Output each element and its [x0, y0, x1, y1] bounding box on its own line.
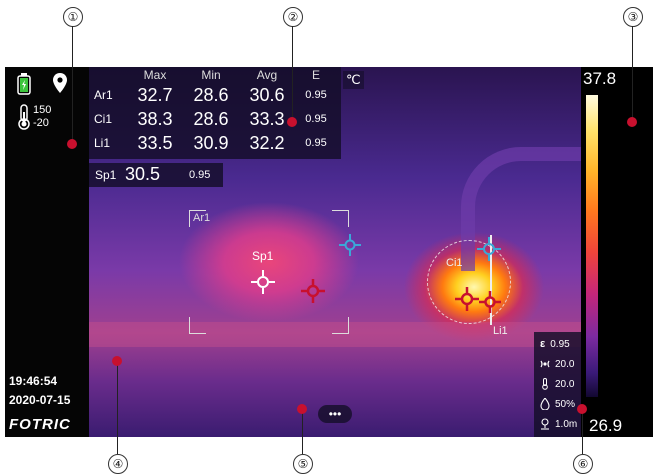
callout-5: ⑤ [293, 454, 313, 474]
table-row[interactable]: Li1 33.5 30.9 32.2 0.95 [93, 131, 337, 155]
spot-e: 0.95 [189, 169, 211, 181]
table-surface [89, 322, 581, 347]
area-box-ar1[interactable]: Ar1 [189, 210, 349, 334]
ambient-temp-value: 20.0 [555, 378, 575, 390]
brand-logo: FOTRIC [9, 416, 71, 433]
callout-5-dot [297, 404, 307, 414]
callout-2-leader [292, 26, 293, 120]
row-avg: 30.6 [249, 84, 285, 105]
more-button[interactable]: ••• [318, 405, 352, 423]
palette-max-label: 37.8 [583, 69, 617, 88]
callout-2: ② [283, 7, 303, 27]
line-region-li1[interactable] [490, 235, 492, 325]
reflected-temp-row: 20.0 [540, 354, 581, 374]
ambient-thermometer-icon [542, 378, 548, 390]
callout-1-leader [72, 26, 73, 144]
callout-1: ① [63, 7, 83, 27]
line-max-marker-icon [479, 291, 501, 313]
emissivity-value: 0.95 [550, 338, 570, 350]
color-palette-bar[interactable] [586, 95, 598, 397]
battery-icon [17, 73, 31, 95]
callout-3-dot [627, 117, 637, 127]
humidity-value: 50% [555, 398, 576, 410]
row-e: 0.95 [305, 89, 327, 101]
row-avg: 32.2 [249, 132, 285, 153]
row-max: 33.5 [137, 132, 173, 153]
temp-range-low: -20 [33, 117, 49, 129]
thermal-image[interactable]: Max Min Avg E Ar1 32.7 28.6 30.6 0.95 Ci… [89, 67, 581, 437]
circle-max-marker-icon [455, 287, 479, 311]
row-label: Ci1 [94, 112, 113, 126]
row-max: 38.3 [137, 108, 173, 129]
table-row[interactable]: Ar1 32.7 28.6 30.6 0.95 [93, 83, 337, 107]
emissivity-icon: ε [540, 338, 546, 350]
callout-4: ④ [108, 454, 128, 474]
reflected-temp-value: 20.0 [555, 358, 575, 370]
min-temp-marker-icon [339, 234, 361, 256]
row-avg: 33.3 [249, 108, 285, 129]
row-e: 0.95 [305, 113, 327, 125]
row-min: 28.6 [193, 108, 229, 129]
time-display: 19:46:54 [9, 374, 58, 388]
spot-value: 30.5 [125, 164, 161, 184]
col-avg: Avg [256, 68, 278, 82]
color-palette-panel[interactable]: 37.8 26.9 [581, 67, 653, 437]
row-label: Ar1 [94, 88, 113, 102]
spot-marker-icon[interactable] [251, 270, 275, 294]
callout-6-leader [582, 410, 583, 454]
area-label: Ar1 [193, 212, 211, 224]
callout-3: ③ [623, 7, 643, 27]
humidity-icon [540, 398, 550, 410]
spot-label: Sp1 [95, 168, 117, 182]
ambient-temp-row: 20.0 [540, 374, 581, 394]
distance-row: 1.0m [540, 414, 581, 434]
col-min: Min [201, 68, 221, 82]
row-min: 28.6 [193, 84, 229, 105]
location-icon [53, 73, 67, 93]
callout-5-leader [302, 410, 303, 454]
col-max: Max [143, 68, 167, 82]
callout-6-dot [577, 404, 587, 414]
callout-4-leader [117, 362, 118, 454]
callout-1-dot [67, 139, 77, 149]
callout-4-dot [112, 356, 122, 366]
circle-label: Ci1 [446, 257, 463, 269]
temp-range-high: 150 [33, 104, 52, 116]
palette-min-label: 26.9 [589, 416, 623, 435]
measurement-table: Max Min Avg E Ar1 32.7 28.6 30.6 0.95 Ci… [89, 67, 341, 159]
thermal-camera-screen: 150 -20 19:46:54 2020-07-15 FOTRIC Max M… [5, 67, 653, 437]
distance-pin-icon [541, 418, 549, 430]
max-temp-marker-icon [301, 279, 325, 303]
unit-label[interactable]: ℃ [343, 71, 364, 89]
date-display: 2020-07-15 [9, 393, 71, 407]
row-label: Li1 [94, 136, 111, 150]
distance-value: 1.0m [555, 418, 578, 430]
reflected-temp-icon [540, 360, 550, 368]
row-min: 30.9 [193, 132, 229, 153]
spot-marker-label: Sp1 [252, 249, 274, 263]
callout-2-dot [287, 117, 297, 127]
parameters-panel[interactable]: ε 0.95 20.0 20.0 [534, 332, 581, 437]
line-label: Li1 [493, 325, 508, 337]
spot-panel[interactable]: Sp1 30.5 0.95 [89, 163, 223, 187]
emissivity-row: ε 0.95 [540, 334, 581, 354]
thermometer-range-icon [18, 104, 30, 130]
row-max: 32.7 [137, 84, 173, 105]
status-sidebar: 150 -20 19:46:54 2020-07-15 FOTRIC [5, 67, 89, 437]
circle-region-ci1[interactable] [427, 240, 511, 324]
row-e: 0.95 [305, 137, 327, 149]
table-row[interactable]: Ci1 38.3 28.6 33.3 0.95 [93, 107, 337, 131]
callout-6: ⑥ [573, 454, 593, 474]
humidity-row: 50% [540, 394, 581, 414]
col-emissivity: E [311, 68, 320, 82]
callout-3-leader [632, 26, 633, 122]
circle-min-marker-icon [477, 237, 501, 261]
